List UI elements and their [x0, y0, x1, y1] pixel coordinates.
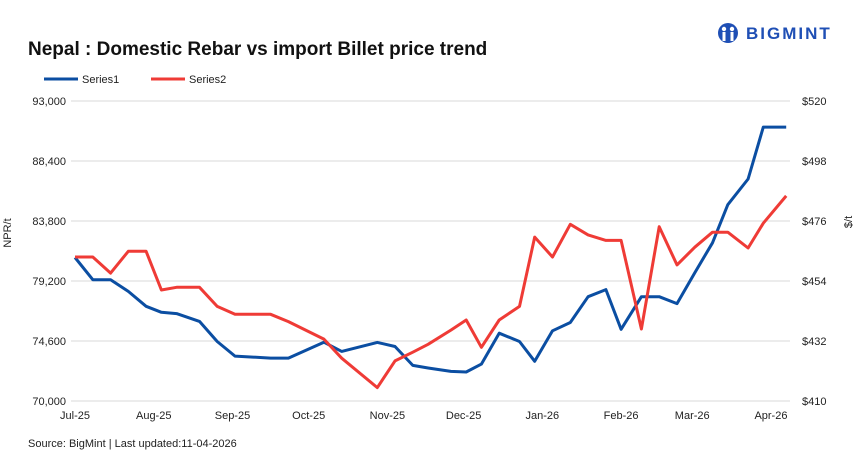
- source-note: Source: BigMint | Last updated:11-04-202…: [28, 438, 237, 450]
- x-tick-label: Dec-25: [446, 410, 481, 422]
- legend-label: Series2: [189, 74, 226, 86]
- y-tick-label-left: 79,200: [32, 276, 66, 288]
- x-tick-label: Jan-26: [526, 410, 560, 422]
- x-tick-label: Mar-26: [675, 410, 710, 422]
- legend: Series1 Series2: [44, 74, 226, 86]
- y-tick-label-right: $520: [802, 96, 826, 108]
- legend-label: Series1: [82, 74, 119, 86]
- y-axis-left-label: NPR/t: [2, 218, 14, 247]
- y-axis-left: 70,000 74,600 79,200 83,800 88,400 93,000: [32, 96, 66, 408]
- y-tick-label-left: 70,000: [32, 396, 66, 408]
- x-tick-label: Oct-25: [292, 410, 325, 422]
- x-tick-label: Feb-26: [604, 410, 639, 422]
- y-tick-label-right: $432: [802, 336, 826, 348]
- y-tick-label-right: $410: [802, 396, 826, 408]
- series-lines: [73, 125, 788, 390]
- y-tick-label-right: $476: [802, 216, 826, 228]
- y-axis-right: $410 $432 $454 $476 $498 $520: [802, 96, 826, 408]
- y-tick-label-left: 93,000: [32, 96, 66, 108]
- series-line-series2: [75, 194, 788, 390]
- y-tick-label-left: 74,600: [32, 336, 66, 348]
- gridlines: [71, 100, 790, 402]
- x-tick-label: Apr-26: [754, 410, 787, 422]
- bigmint-logo: BIGMINT: [718, 23, 832, 43]
- y-axis-right-label: $/t: [843, 216, 855, 228]
- logo-mark-icon: [718, 23, 738, 43]
- y-tick-label-left: 83,800: [32, 216, 66, 228]
- y-tick-label-right: $454: [802, 276, 826, 288]
- x-axis: Jul-25 Aug-25 Sep-25 Oct-25 Nov-25 Dec-25 Jan-…: [60, 410, 787, 422]
- x-tick-label: Aug-25: [136, 410, 171, 422]
- x-tick-label: Nov-25: [370, 410, 405, 422]
- logo-text: BIGMINT: [746, 24, 832, 43]
- x-tick-label: Sep-25: [215, 410, 250, 422]
- y-tick-label-right: $498: [802, 156, 826, 168]
- x-tick-label: Jul-25: [60, 410, 90, 422]
- chart-title: Nepal : Domestic Rebar vs import Billet …: [28, 39, 487, 60]
- series-line-series1: [73, 125, 787, 374]
- y-tick-label-left: 88,400: [32, 156, 66, 168]
